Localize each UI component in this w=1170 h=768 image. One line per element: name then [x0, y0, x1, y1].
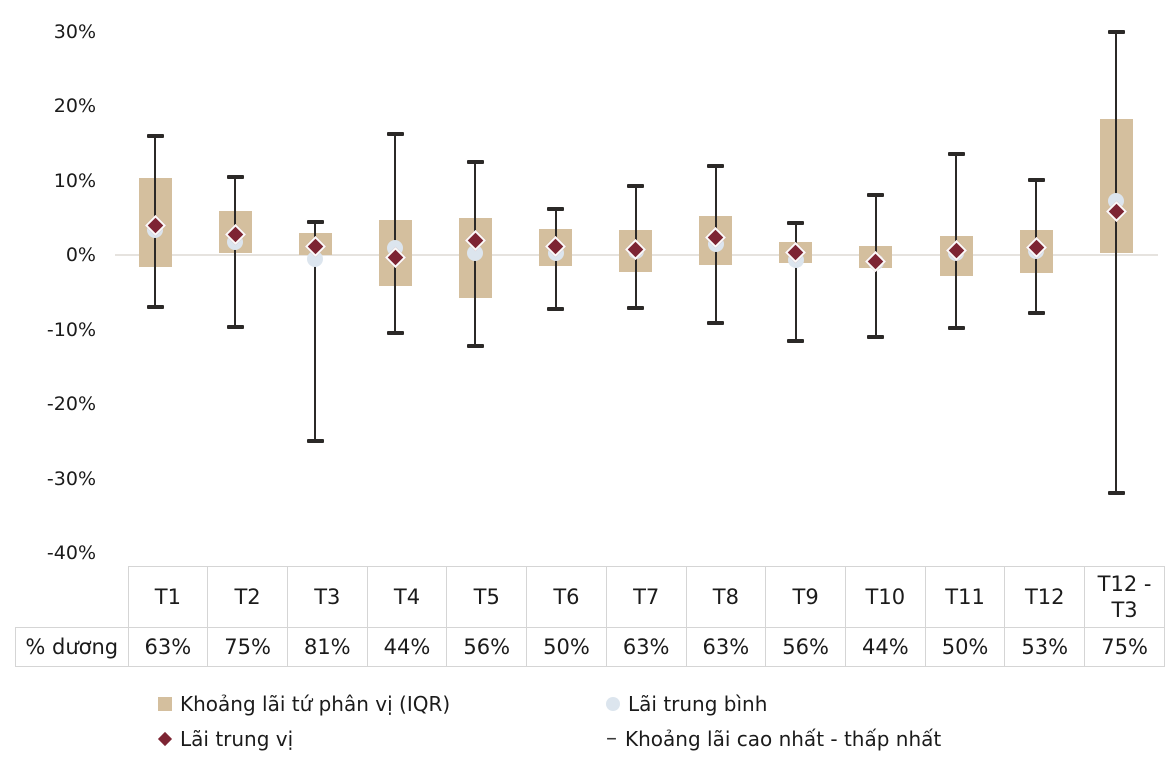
- whisker-line: [234, 177, 236, 327]
- table-corner-cell: [15, 566, 128, 628]
- whisker-line: [1115, 32, 1117, 494]
- y-axis-tick-label: -30%: [46, 468, 96, 490]
- whisker-cap-bottom: [1028, 311, 1045, 315]
- whisker-cap-top: [627, 184, 644, 188]
- whisker-cap-top: [707, 164, 724, 168]
- whisker-cap-bottom: [147, 305, 164, 309]
- whisker-line: [394, 134, 396, 333]
- y-axis-tick-label: -10%: [46, 319, 96, 341]
- table-value-cell: 81%: [286, 627, 368, 667]
- whisker-cap-top: [787, 221, 804, 225]
- whisker-cap-top: [867, 193, 884, 197]
- table-header-cell: T10: [844, 566, 926, 628]
- whisker-cap-bottom: [547, 307, 564, 311]
- table-header-cell: T4: [366, 566, 448, 628]
- whisker-line: [314, 222, 316, 441]
- whisker-cap-bottom: [307, 439, 324, 443]
- whisker-line: [795, 223, 797, 341]
- table-value-cell: 75%: [1084, 627, 1165, 667]
- table-header-row: T1 T2 T3 T4 T5 T6 T7 T8 T9 T10 T11 T12 T12 - T3: [15, 566, 1165, 628]
- whisker-cap-bottom: [387, 331, 404, 335]
- range-dash-icon: –: [606, 726, 617, 751]
- table-value-cell: 56%: [765, 627, 846, 667]
- whisker-cap-bottom: [227, 325, 244, 329]
- iqr-square-icon: [158, 697, 172, 711]
- whisker-cap-top: [547, 207, 564, 211]
- legend-label: Khoảng lãi tứ phân vị (IQR): [180, 692, 451, 716]
- whisker-cap-bottom: [467, 344, 484, 348]
- legend-item: Khoảng lãi tứ phân vị (IQR): [158, 692, 606, 716]
- table-header-cell: T8: [685, 566, 767, 628]
- table-value-cell: 75%: [207, 627, 288, 667]
- table-header-cell: T11: [924, 566, 1006, 628]
- table-header-cell: T1: [127, 566, 209, 628]
- table-data-row: % dương 63% 75% 81% 44% 56% 50% 63% 63% 56% 44% 50%…: [15, 627, 1165, 667]
- whisker-cap-top: [227, 175, 244, 179]
- whisker-cap-bottom: [1108, 491, 1125, 495]
- whisker-cap-bottom: [867, 335, 884, 339]
- whisker-cap-top: [307, 220, 324, 224]
- table-header-cell: T3: [286, 566, 368, 628]
- y-axis-tick-label: -20%: [46, 393, 96, 415]
- table-header-cell: T5: [446, 566, 528, 628]
- whisker-cap-bottom: [707, 321, 724, 325]
- table-value-cell: 50%: [924, 627, 1006, 667]
- table-value-cell: 44%: [366, 627, 448, 667]
- whisker-cap-top: [948, 152, 965, 156]
- y-axis-tick-label: 0%: [65, 244, 96, 266]
- table-header-cell: T12 - T3: [1084, 566, 1165, 628]
- whisker-cap-bottom: [787, 339, 804, 343]
- legend-label: Lãi trung bình: [628, 692, 768, 716]
- table-value-cell: 44%: [844, 627, 926, 667]
- table-header-cell: T6: [526, 566, 607, 628]
- median-diamond-icon: [157, 731, 173, 747]
- whisker-cap-top: [147, 134, 164, 138]
- legend-label: Lãi trung vị: [180, 727, 294, 751]
- mean-dot: [467, 245, 483, 261]
- legend: Khoảng lãi tứ phân vị (IQR) Lãi trung bìn…: [157, 692, 941, 751]
- table-value-cell: 50%: [526, 627, 607, 667]
- whisker-cap-top: [467, 160, 484, 164]
- table-value-cell: 63%: [685, 627, 767, 667]
- legend-label: Khoảng lãi cao nhất - thấp nhất: [625, 727, 942, 751]
- table-value-cell: 63%: [605, 627, 687, 667]
- mean-circle-icon: [606, 697, 620, 711]
- legend-item: Lãi trung bình: [606, 692, 941, 716]
- whisker-cap-bottom: [948, 326, 965, 330]
- y-axis-tick-label: -40%: [46, 542, 96, 564]
- whisker-cap-top: [387, 132, 404, 136]
- table-header-cell: T2: [207, 566, 288, 628]
- legend-item: – Khoảng lãi cao nhất - thấp nhất: [606, 727, 941, 751]
- table-value-cell: 63%: [127, 627, 209, 667]
- table-value-cell: 53%: [1004, 627, 1086, 667]
- table-header-cell: T12: [1004, 566, 1086, 628]
- table-header-cell: T9: [765, 566, 846, 628]
- whisker-cap-bottom: [627, 306, 644, 310]
- table-row-label: % dương: [15, 627, 129, 667]
- legend-item: Lãi trung vị: [157, 727, 606, 751]
- positive-rate-table: T1 T2 T3 T4 T5 T6 T7 T8 T9 T10 T11 T12 T12 - T3 % dư…: [15, 566, 1165, 667]
- y-axis-tick-label: 10%: [53, 170, 96, 192]
- whisker-cap-top: [1028, 178, 1045, 182]
- y-axis-tick-label: 30%: [53, 21, 96, 43]
- mean-dot: [307, 251, 323, 267]
- table-header-cell: T7: [605, 566, 687, 628]
- whisker-cap-top: [1108, 30, 1125, 34]
- y-axis-tick-label: 20%: [53, 95, 96, 117]
- table-value-cell: 56%: [446, 627, 528, 667]
